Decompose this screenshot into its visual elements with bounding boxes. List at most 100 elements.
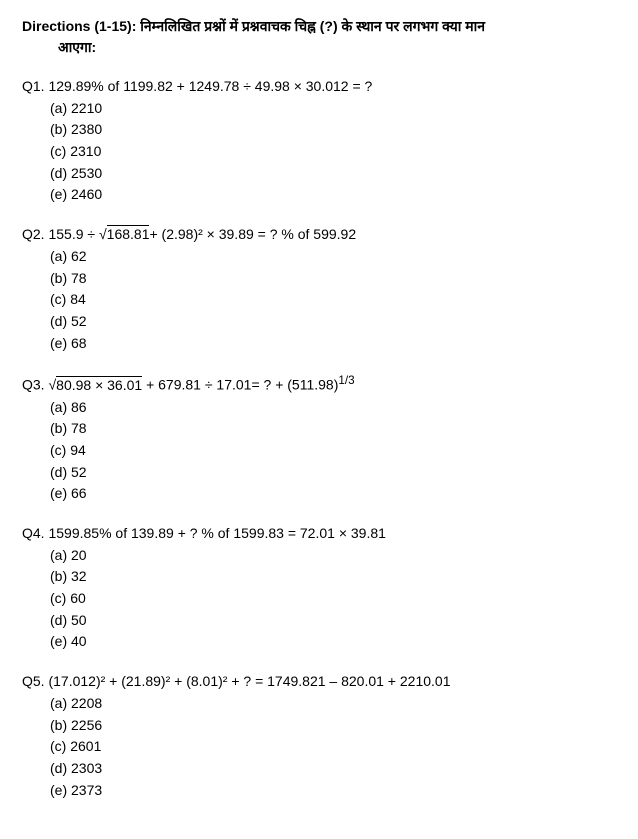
option-a: (a) 20 [50, 545, 616, 567]
option-text: 2380 [71, 121, 102, 137]
question-3-stem: Q3. √80.98 × 36.01 + 679.81 ÷ 17.01= ? +… [22, 372, 616, 396]
option-label: (a) [50, 399, 67, 415]
option-a: (a) 2210 [50, 98, 616, 120]
option-text: 2208 [71, 695, 102, 711]
option-c: (c) 2601 [50, 736, 616, 758]
option-text: 32 [71, 568, 87, 584]
option-d: (d) 2303 [50, 758, 616, 780]
option-label: (c) [50, 590, 66, 606]
option-text: 2303 [71, 760, 102, 776]
option-label: (e) [50, 782, 67, 798]
question-text: 1599.85% of 139.89 + ? % of 1599.83 = 72… [48, 525, 385, 541]
option-label: (d) [50, 612, 67, 628]
question-5: Q5. (17.012)² + (21.89)² + (8.01)² + ? =… [22, 671, 616, 801]
directions-text-2: आएगा: [22, 37, 616, 58]
option-text: 2460 [71, 186, 102, 202]
question-text-after: + (2.98)² × 39.89 = ? % of 599.92 [149, 226, 356, 242]
option-text: 2601 [70, 738, 101, 754]
directions-text-1: निम्नलिखित प्रश्नों में प्रश्नवाचक चिह्न… [140, 18, 485, 34]
option-b: (b) 32 [50, 566, 616, 588]
question-4-options: (a) 20 (b) 32 (c) 60 (d) 50 (e) 40 [22, 545, 616, 653]
question-5-options: (a) 2208 (b) 2256 (c) 2601 (d) 2303 (e) … [22, 693, 616, 801]
option-text: 78 [71, 420, 87, 436]
option-b: (b) 2256 [50, 715, 616, 737]
question-number: Q1. [22, 78, 45, 94]
option-a: (a) 86 [50, 397, 616, 419]
option-c: (c) 84 [50, 289, 616, 311]
option-e: (e) 68 [50, 333, 616, 355]
option-label: (c) [50, 442, 66, 458]
option-e: (e) 40 [50, 631, 616, 653]
option-text: 68 [71, 335, 87, 351]
question-4: Q4. 1599.85% of 139.89 + ? % of 1599.83 … [22, 523, 616, 653]
radical-term: 168.81 [107, 225, 150, 242]
radical-term: 80.98 × 36.01 [56, 376, 142, 393]
option-text: 40 [71, 633, 87, 649]
question-2: Q2. 155.9 ÷ √168.81+ (2.98)² × 39.89 = ?… [22, 224, 616, 354]
question-number: Q4. [22, 525, 45, 541]
option-a: (a) 2208 [50, 693, 616, 715]
question-1-stem: Q1. 129.89% of 1199.82 + 1249.78 ÷ 49.98… [22, 76, 616, 98]
option-c: (c) 60 [50, 588, 616, 610]
option-text: 2530 [71, 165, 102, 181]
question-4-stem: Q4. 1599.85% of 139.89 + ? % of 1599.83 … [22, 523, 616, 545]
question-3: Q3. √80.98 × 36.01 + 679.81 ÷ 17.01= ? +… [22, 372, 616, 505]
option-text: 2310 [70, 143, 101, 159]
option-label: (d) [50, 313, 67, 329]
question-5-stem: Q5. (17.012)² + (21.89)² + (8.01)² + ? =… [22, 671, 616, 693]
option-text: 94 [70, 442, 86, 458]
option-label: (b) [50, 568, 67, 584]
option-d: (d) 52 [50, 462, 616, 484]
option-text: 2256 [71, 717, 102, 733]
question-text-before: 155.9 ÷ √ [48, 226, 106, 242]
directions-block: Directions (1-15): निम्नलिखित प्रश्नों म… [22, 16, 616, 58]
option-b: (b) 78 [50, 268, 616, 290]
question-number: Q5. [22, 673, 45, 689]
question-2-stem: Q2. 155.9 ÷ √168.81+ (2.98)² × 39.89 = ?… [22, 224, 616, 246]
option-label: (b) [50, 717, 67, 733]
question-text-after: + 679.81 ÷ 17.01= ? + (511.98) [142, 377, 338, 393]
option-text: 78 [71, 270, 87, 286]
question-1-options: (a) 2210 (b) 2380 (c) 2310 (d) 2530 (e) … [22, 98, 616, 206]
option-text: 86 [71, 399, 87, 415]
option-b: (b) 78 [50, 418, 616, 440]
option-label: (c) [50, 291, 66, 307]
option-label: (a) [50, 100, 67, 116]
option-b: (b) 2380 [50, 119, 616, 141]
option-label: (b) [50, 270, 67, 286]
option-label: (c) [50, 143, 66, 159]
option-label: (a) [50, 547, 67, 563]
option-a: (a) 62 [50, 246, 616, 268]
question-1: Q1. 129.89% of 1199.82 + 1249.78 ÷ 49.98… [22, 76, 616, 206]
page-container: Directions (1-15): निम्नलिखित प्रश्नों म… [0, 0, 638, 839]
question-number: Q2. [22, 226, 45, 242]
option-label: (d) [50, 760, 67, 776]
directions-label: Directions (1-15): [22, 18, 136, 34]
question-text: 129.89% of 1199.82 + 1249.78 ÷ 49.98 × 3… [48, 78, 372, 94]
option-label: (a) [50, 695, 67, 711]
option-label: (c) [50, 738, 66, 754]
option-d: (d) 2530 [50, 163, 616, 185]
option-text: 52 [71, 313, 87, 329]
option-e: (e) 2460 [50, 184, 616, 206]
option-c: (c) 94 [50, 440, 616, 462]
option-label: (b) [50, 121, 67, 137]
sqrt-prefix: √ [48, 377, 56, 393]
option-text: 62 [71, 248, 87, 264]
option-label: (e) [50, 485, 67, 501]
option-text: 66 [71, 485, 87, 501]
option-text: 50 [71, 612, 87, 628]
option-label: (d) [50, 165, 67, 181]
question-3-options: (a) 86 (b) 78 (c) 94 (d) 52 (e) 66 [22, 397, 616, 505]
option-c: (c) 2310 [50, 141, 616, 163]
option-d: (d) 50 [50, 610, 616, 632]
option-d: (d) 52 [50, 311, 616, 333]
question-number: Q3. [22, 377, 45, 393]
option-text: 60 [70, 590, 86, 606]
option-e: (e) 2373 [50, 780, 616, 802]
option-text: 84 [70, 291, 86, 307]
option-label: (d) [50, 464, 67, 480]
exponent: 1/3 [338, 374, 354, 387]
option-label: (e) [50, 335, 67, 351]
option-label: (e) [50, 186, 67, 202]
